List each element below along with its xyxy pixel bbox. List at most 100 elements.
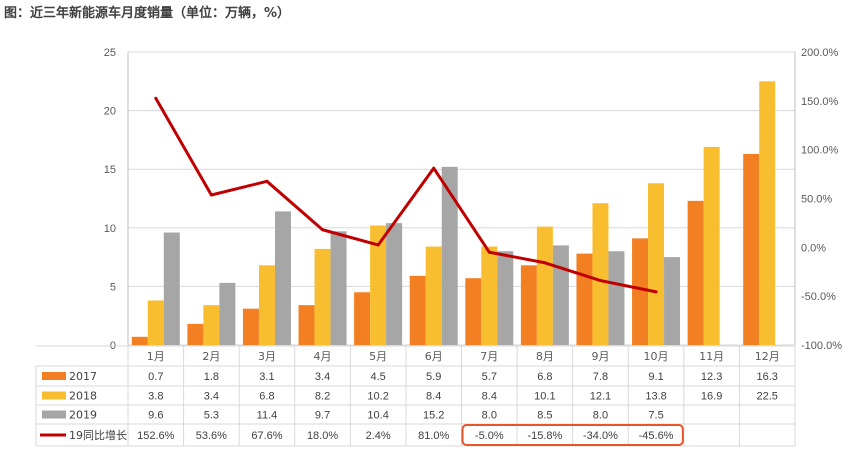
bar-2018: [648, 183, 665, 345]
table-cell: 11.4: [257, 410, 278, 422]
growth-point: [598, 279, 602, 283]
table-cell: 8.4: [482, 391, 497, 403]
highlight-box: [461, 424, 684, 446]
bar-2018: [759, 81, 776, 346]
table-cell: 1.8: [204, 371, 219, 383]
growth-point: [487, 250, 491, 254]
growth-series-line: [154, 97, 657, 294]
table-cell: 6.8: [537, 371, 552, 383]
legend-swatch-2019: [42, 410, 66, 419]
bar-2019: [552, 245, 569, 345]
table-cell: 16.9: [701, 391, 722, 403]
category-label: 7月: [480, 350, 498, 363]
growth-line: [154, 96, 658, 294]
bar-2017: [465, 278, 482, 345]
table-cell: 16.3: [756, 371, 777, 383]
bar-2017: [409, 275, 426, 345]
category-label: 1月: [147, 350, 165, 363]
y-left-tick-label: 20: [104, 106, 116, 118]
bar-2019: [386, 223, 403, 345]
bar-2017: [354, 292, 371, 345]
category-label: 2月: [202, 350, 220, 363]
legend-swatch-2017: [42, 372, 66, 380]
table-cell: 0.7: [148, 371, 163, 383]
table-cell: 5.7: [482, 371, 497, 383]
y-left-tick-label: 15: [104, 164, 116, 176]
growth-point: [265, 179, 269, 183]
table-cell: 3.8: [148, 391, 163, 403]
y-right-tick-label: -50.0%: [801, 291, 836, 303]
bar-2018: [258, 265, 275, 345]
y-right-tick-label: 200.0%: [801, 47, 839, 59]
bar-2017: [520, 265, 537, 345]
table-cell: 67.6%: [251, 430, 282, 442]
bar-2019: [219, 282, 236, 345]
table-cell: -45.6%: [639, 430, 674, 442]
legend-label: 2019: [69, 409, 97, 422]
table-cell: 18.0%: [307, 430, 338, 442]
growth-point: [654, 290, 658, 294]
table-cell: 5.9: [426, 371, 441, 383]
table-cell: 3.4: [204, 391, 219, 403]
table-cell: 3.1: [259, 371, 274, 383]
category-label: 5月: [369, 350, 387, 363]
category-label: 4月: [314, 350, 332, 363]
table-cell: 8.4: [426, 391, 441, 403]
bar-2017: [187, 323, 204, 345]
growth-point: [321, 228, 325, 232]
table-cell: 8.0: [593, 410, 608, 422]
table-cell: 9.7: [315, 410, 330, 422]
bar-2017: [632, 238, 649, 345]
table-cell: 12.1: [590, 391, 611, 403]
legend-label: 2017: [69, 370, 97, 383]
category-label: 8月: [536, 350, 554, 363]
y-left-tick-label: 25: [104, 47, 116, 59]
table-cell: 152.6%: [137, 430, 175, 442]
legend-label: 2018: [69, 390, 97, 403]
bar-2018: [425, 246, 442, 345]
category-label: 12月: [755, 350, 780, 363]
table-cell: 2.4%: [366, 430, 391, 442]
bar-2017: [242, 308, 259, 345]
bar-2018: [314, 248, 331, 345]
table-cell: 8.5: [537, 410, 552, 422]
table-cell: 6.8: [259, 391, 274, 403]
table-cell: 13.8: [645, 391, 666, 403]
bar-2018: [147, 300, 164, 345]
table-cell: 12.3: [701, 371, 722, 383]
legend-label: 19同比增长: [69, 428, 127, 442]
category-label: 11月: [699, 350, 724, 363]
category-label: 6月: [425, 350, 443, 363]
table-cell: 10.2: [367, 391, 388, 403]
table-cell: 8.0: [482, 410, 497, 422]
bar-2018: [370, 225, 387, 345]
bar-2018: [592, 203, 609, 345]
table-cell: 7.5: [648, 410, 663, 422]
bar-2017: [687, 200, 704, 345]
table-cell: 7.8: [593, 371, 608, 383]
gridlines: [128, 51, 795, 346]
bar-2018: [203, 305, 220, 345]
growth-point: [432, 166, 436, 170]
growth-point: [154, 96, 158, 100]
table-cell: 4.5: [370, 371, 385, 383]
y-right-tick-label: 50.0%: [801, 194, 832, 206]
table-cell: -15.8%: [527, 430, 562, 442]
bar-2019: [608, 251, 625, 345]
y-right-tick-label: -100.0%: [801, 340, 842, 352]
y-right-tick-label: 100.0%: [801, 145, 839, 157]
category-label: 10月: [644, 350, 669, 363]
y-right-tick-label: 0.0%: [801, 242, 826, 254]
table-cell: 9.6: [148, 410, 163, 422]
y-right-tick-label: 150.0%: [801, 96, 839, 108]
bar-2018: [703, 146, 720, 345]
table-cell: -34.0%: [583, 430, 618, 442]
category-label: 9月: [591, 350, 609, 363]
bar-2017: [576, 253, 593, 345]
legend-swatch-2018: [42, 391, 66, 400]
growth-point: [376, 243, 380, 247]
chart-title: 图：近三年新能源车月度销量（单位：万辆，%）: [4, 5, 290, 21]
table-cell: 9.1: [648, 371, 663, 383]
